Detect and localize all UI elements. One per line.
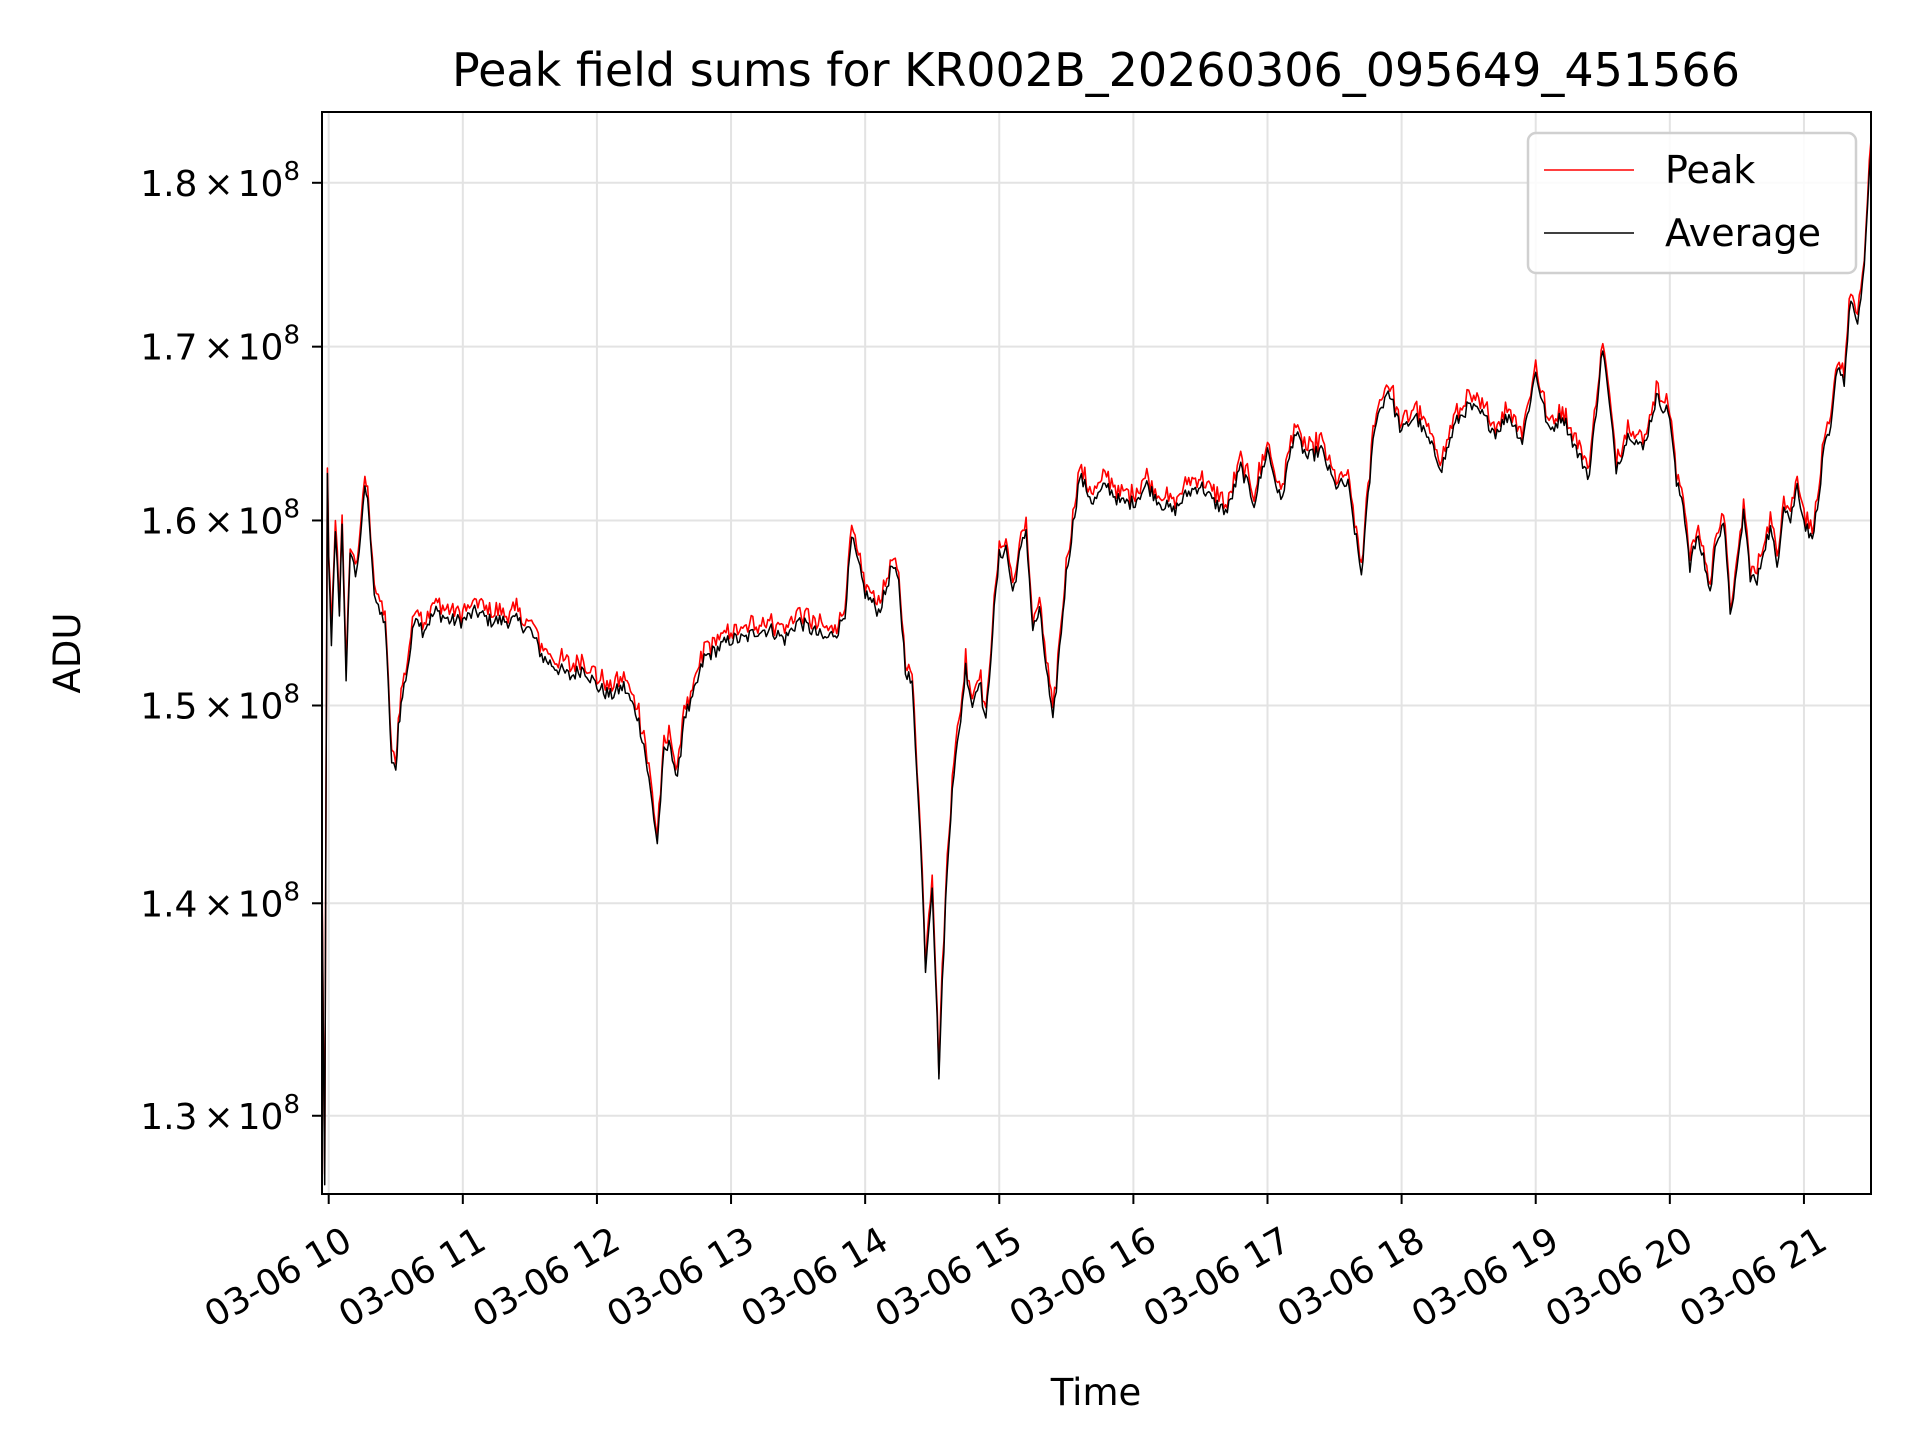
series-line-peak [322, 140, 1871, 1175]
y-tick-label: 1.8 × 108 [140, 157, 300, 205]
y-tick-label: 1.3 × 108 [140, 1090, 300, 1138]
y-tick-label: 1.7 × 108 [140, 321, 300, 369]
legend-average-label: Average [1665, 211, 1821, 255]
series-layer [322, 140, 1871, 1186]
legend-box [1526, 131, 1858, 275]
y-tick-label: 1.5 × 108 [140, 679, 300, 727]
legend: Peak Average [1526, 131, 1858, 275]
y-tick-label: 1.6 × 108 [140, 494, 300, 542]
y-axis-ticks: 1.3 × 108 1.4 × 108 1.5 × 108 1.6 × 108 1.7 × 108 1.8 × 1… [140, 157, 322, 1138]
legend-peak-label: Peak [1665, 148, 1755, 192]
y-tick-label: 1.4 × 108 [140, 877, 300, 925]
chart-title: Peak field sums for KR002B_20260306_0956… [452, 43, 1740, 97]
plot-area-frame [321, 111, 1872, 1195]
x-axis-label: Time [1050, 1371, 1142, 1414]
grid-lines [322, 112, 1871, 1194]
y-axis-label: ADU [46, 613, 89, 694]
series-line-average [322, 151, 1871, 1186]
